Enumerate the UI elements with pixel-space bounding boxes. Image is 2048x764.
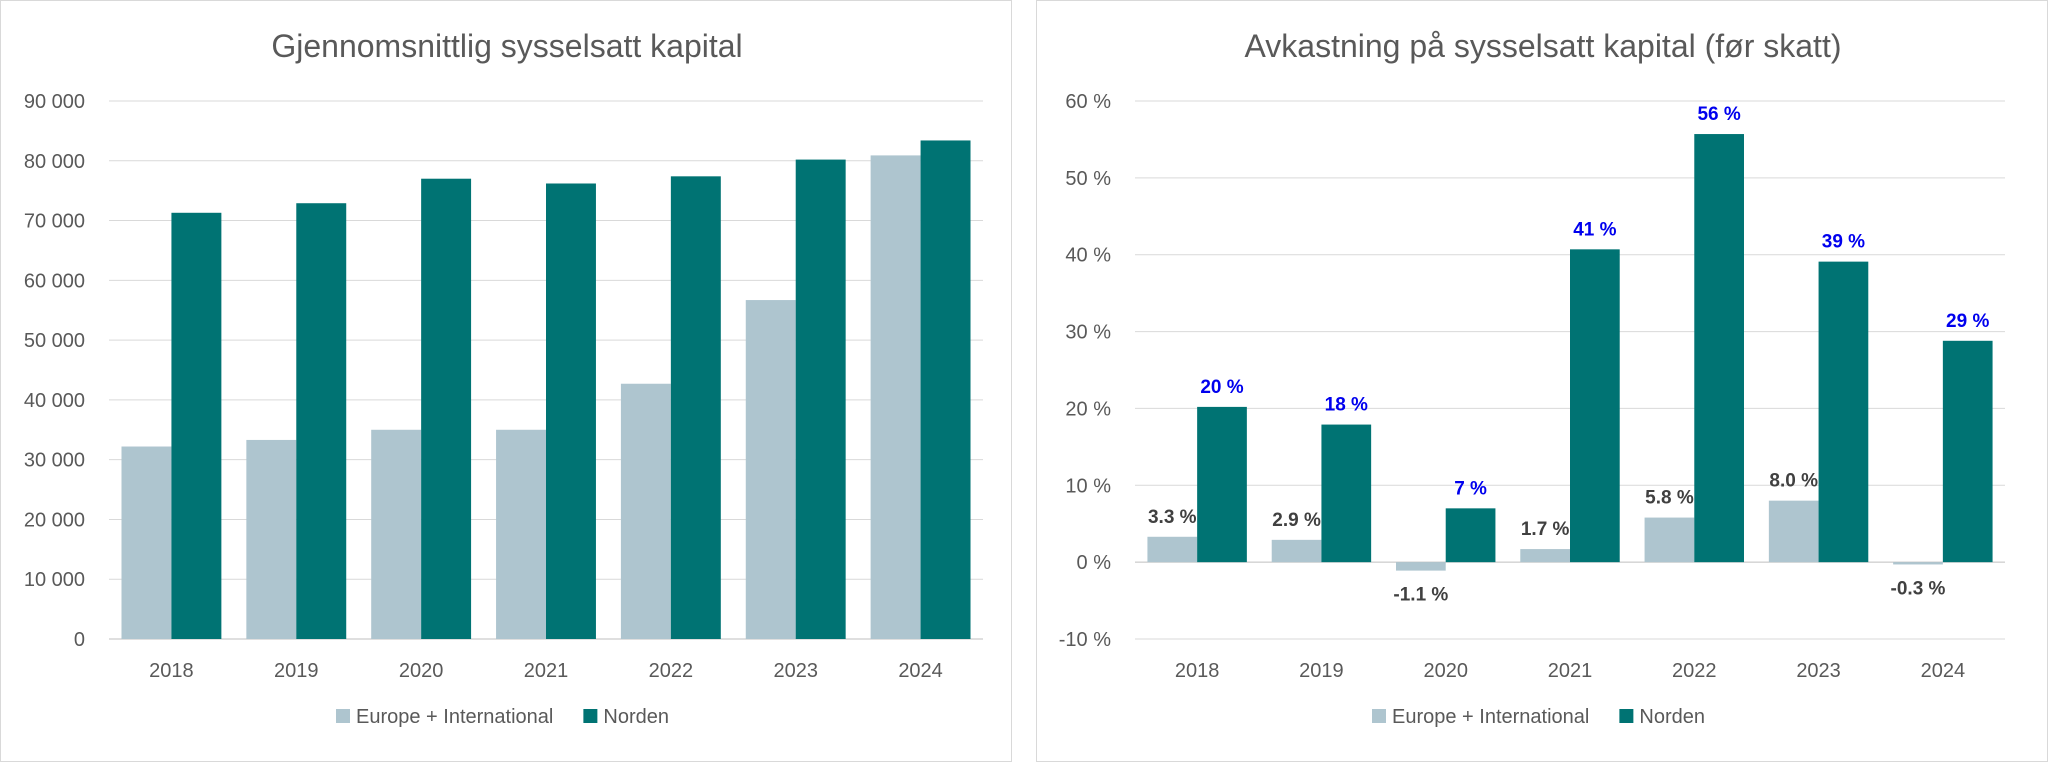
bar-norden <box>171 212 222 640</box>
x-tick-label: 2018 <box>149 660 194 682</box>
data-label-europe-international: 1.7 % <box>1521 519 1570 540</box>
x-tick-label: 2021 <box>1548 660 1593 682</box>
bar-norden <box>1694 134 1744 563</box>
bar-europe-international <box>121 446 172 639</box>
y-tick-label: 40 % <box>1065 245 1111 267</box>
x-tick-label: 2019 <box>274 660 319 682</box>
x-tick-label: 2021 <box>524 660 569 682</box>
y-tick-label: 60 000 <box>24 270 85 292</box>
y-tick-label: 30 % <box>1065 322 1111 344</box>
x-tick-label: 2024 <box>1921 660 1966 682</box>
y-tick-label: 50 000 <box>24 330 85 352</box>
x-tick-label: 2018 <box>1175 660 1220 682</box>
data-label-europe-international: 2.9 % <box>1272 510 1321 531</box>
y-tick-label: 70 000 <box>24 211 85 233</box>
bar-europe-international <box>1768 500 1819 563</box>
y-tick-label: 0 <box>74 629 85 651</box>
data-label-europe-international: 8.0 % <box>1769 471 1818 492</box>
data-label-europe-international: 3.3 % <box>1148 507 1197 528</box>
data-label-europe-international: 5.8 % <box>1645 488 1694 509</box>
data-label-norden: 20 % <box>1200 377 1243 398</box>
bar-norden <box>421 178 472 639</box>
legend-swatch-norden <box>1619 709 1634 723</box>
bar-norden <box>920 140 971 639</box>
y-tick-label: 80 000 <box>24 151 85 173</box>
bar-europe-international <box>620 383 671 639</box>
y-tick-label: 0 % <box>1077 552 1112 574</box>
data-label-norden: 18 % <box>1325 395 1368 416</box>
y-tick-label: 50 % <box>1065 168 1111 190</box>
bar-norden <box>1818 261 1869 563</box>
legend-label-norden: Norden <box>603 706 669 728</box>
bar-europe-international <box>371 429 422 639</box>
bar-norden <box>1197 406 1247 563</box>
y-tick-label: 30 000 <box>24 450 85 472</box>
x-tick-label: 2022 <box>1672 660 1717 682</box>
data-label-europe-international: -1.1 % <box>1393 585 1448 606</box>
data-label-norden: 56 % <box>1697 104 1740 125</box>
bar-norden <box>296 203 347 639</box>
legend-label-europe-international: Europe + International <box>1392 706 1589 728</box>
bar-europe-international <box>1271 539 1322 563</box>
bar-norden <box>1942 340 1993 563</box>
legend-swatch-europe-international <box>336 709 350 723</box>
x-tick-label: 2020 <box>399 660 444 682</box>
chart-return: Avkastning på sysselsatt kapital (før sk… <box>1059 28 2005 728</box>
data-label-norden: 41 % <box>1573 219 1616 240</box>
legend-swatch-norden <box>583 709 598 723</box>
legend-label-norden: Norden <box>1639 706 1705 728</box>
y-tick-label: 20 000 <box>24 509 85 531</box>
bar-europe-international <box>496 429 546 639</box>
bar-europe-international <box>745 300 796 639</box>
data-label-norden: 7 % <box>1454 478 1487 499</box>
x-tick-label: 2022 <box>649 660 694 682</box>
legend-label-europe-international: Europe + International <box>356 706 553 728</box>
bar-europe-international <box>1520 549 1570 563</box>
bar-norden <box>795 159 846 640</box>
y-tick-label: 10 000 <box>24 569 85 591</box>
x-tick-label: 2023 <box>1796 660 1841 682</box>
chart-title: Avkastning på sysselsatt kapital (før sk… <box>1245 28 1842 64</box>
bar-europe-international <box>1893 562 1943 565</box>
chart-title: Gjennomsnittlig sysselsatt kapital <box>271 28 742 64</box>
y-tick-label: -10 % <box>1059 629 1111 651</box>
x-tick-label: 2024 <box>898 660 943 682</box>
bar-europe-international <box>246 439 297 639</box>
chart-panel-capital: Gjennomsnittlig sysselsatt kapital 0 10 00… <box>0 0 1012 762</box>
data-label-europe-international: -0.3 % <box>1891 578 1946 599</box>
y-tick-label: 90 000 <box>24 91 85 113</box>
chart-capital: Gjennomsnittlig sysselsatt kapital 0 10 00… <box>24 28 983 728</box>
bar-norden <box>670 176 721 639</box>
bar-europe-international <box>870 155 921 640</box>
legend-swatch-europe-international <box>1372 709 1386 723</box>
x-tick-label: 2023 <box>773 660 818 682</box>
bar-norden <box>1570 249 1620 563</box>
y-tick-label: 40 000 <box>24 390 85 412</box>
data-label-norden: 29 % <box>1946 311 1989 332</box>
y-tick-label: 60 % <box>1065 91 1111 113</box>
x-tick-label: 2020 <box>1423 660 1468 682</box>
bar-norden <box>1321 424 1372 563</box>
bar-europe-international <box>1147 536 1198 563</box>
bar-norden <box>1445 508 1496 563</box>
bar-europe-international <box>1644 517 1695 563</box>
chart-panel-return: Avkastning på sysselsatt kapital (før sk… <box>1036 0 2048 762</box>
bar-europe-international <box>1396 562 1446 571</box>
bar-norden <box>546 183 596 639</box>
y-tick-label: 10 % <box>1065 475 1111 497</box>
x-tick-label: 2019 <box>1299 660 1344 682</box>
data-label-norden: 39 % <box>1822 232 1865 253</box>
y-tick-label: 20 % <box>1065 398 1111 420</box>
